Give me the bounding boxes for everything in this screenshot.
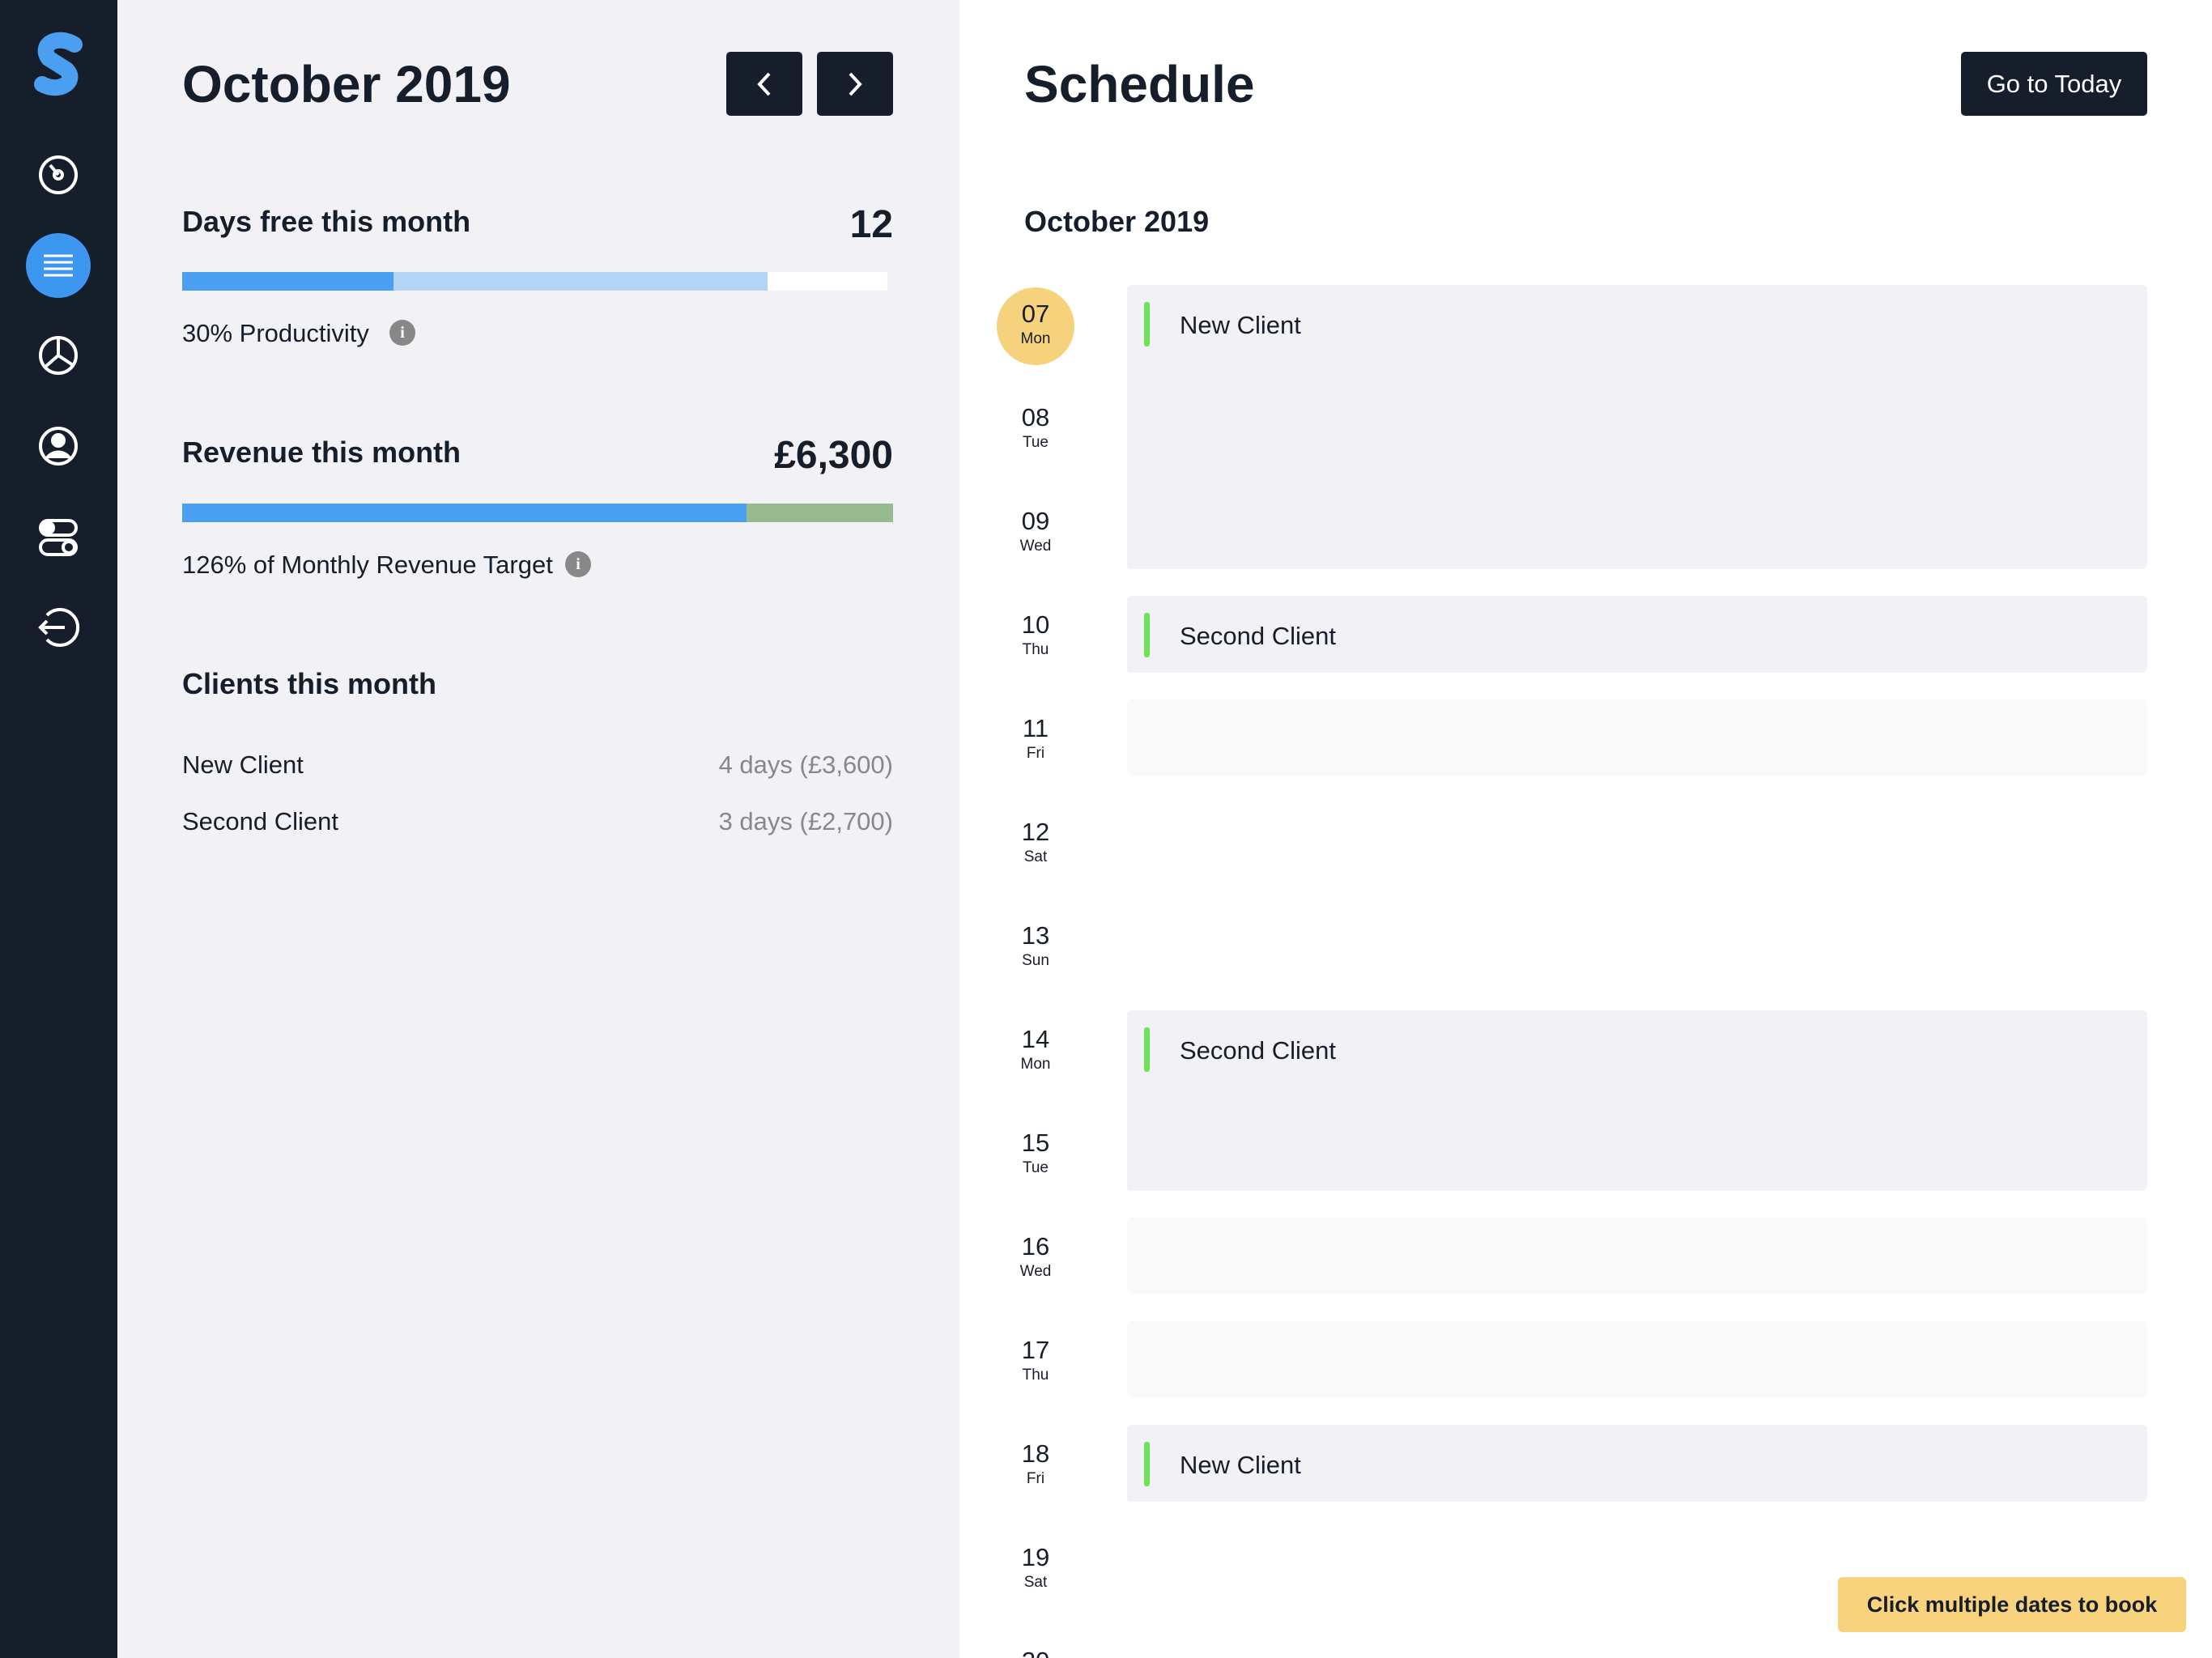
weekday: Wed bbox=[1019, 1263, 1052, 1280]
weekday: Sat bbox=[1023, 848, 1048, 865]
day-number[interactable]: 15 bbox=[1021, 1129, 1050, 1157]
empty-slot[interactable] bbox=[1127, 1321, 2147, 1398]
summary-panel: October 2019 Days free this month 12 30%… bbox=[117, 0, 959, 1658]
nav-schedule[interactable] bbox=[26, 233, 91, 298]
booking-marker bbox=[1144, 1442, 1150, 1486]
nav-settings[interactable] bbox=[39, 519, 78, 556]
day-number[interactable]: 17 bbox=[1021, 1336, 1050, 1364]
weekday: Mon bbox=[1020, 1056, 1051, 1073]
client-name: New Client bbox=[182, 750, 304, 779]
weekday: Sun bbox=[1022, 952, 1049, 969]
days-free-label: Days free this month bbox=[182, 205, 471, 238]
weekday: Tue bbox=[1022, 1159, 1049, 1176]
day-number[interactable]: 09 bbox=[1021, 507, 1050, 535]
nav-profile[interactable] bbox=[39, 427, 78, 466]
clients-title: Clients this month bbox=[182, 667, 436, 700]
client-detail: 3 days (£2,700) bbox=[718, 807, 893, 835]
client-detail: 4 days (£3,600) bbox=[718, 750, 893, 779]
booking-card[interactable]: Second Client bbox=[1127, 596, 2147, 673]
revenue-bar bbox=[182, 504, 893, 522]
go-to-today-button[interactable]: Go to Today bbox=[1961, 52, 2147, 116]
day-number[interactable]: 07 bbox=[1021, 300, 1050, 328]
bar-segment bbox=[182, 504, 747, 522]
nav-reports[interactable] bbox=[39, 336, 78, 375]
schedule-month: October 2019 bbox=[1024, 205, 1210, 238]
client-name: Second Client bbox=[182, 807, 339, 835]
bar-segment bbox=[182, 272, 394, 291]
weekday: Thu bbox=[1022, 1367, 1049, 1384]
day-number[interactable]: 12 bbox=[1021, 818, 1050, 846]
day-number[interactable]: 13 bbox=[1021, 921, 1050, 950]
booking-client: Second Client bbox=[1180, 622, 1337, 650]
schedule-title: Schedule bbox=[1024, 55, 1255, 113]
productivity-caption: 30% Productivity bbox=[182, 319, 369, 347]
booking-card[interactable]: New Client bbox=[1127, 1425, 2147, 1502]
prev-month-button[interactable] bbox=[726, 52, 802, 116]
day-number[interactable]: 19 bbox=[1021, 1543, 1050, 1571]
nav-logout[interactable] bbox=[38, 608, 80, 647]
booking-client: New Client bbox=[1180, 311, 1301, 339]
nav-dashboard[interactable] bbox=[39, 155, 78, 194]
booking-marker bbox=[1144, 1027, 1150, 1072]
info-icon[interactable]: i bbox=[565, 551, 591, 577]
day-number[interactable]: 18 bbox=[1021, 1439, 1050, 1468]
schedule-panel: Schedule Go to Today October 2019 New Cl… bbox=[959, 0, 2212, 1658]
weekday: Fri bbox=[1026, 745, 1045, 762]
weekday: Tue bbox=[1022, 434, 1049, 451]
info-icon[interactable]: i bbox=[389, 320, 415, 346]
weekday: Thu bbox=[1022, 641, 1049, 658]
day-number[interactable]: 11 bbox=[1022, 714, 1049, 742]
booking-client: Second Client bbox=[1180, 1036, 1337, 1065]
day-number[interactable]: 20 bbox=[995, 1648, 1076, 1658]
sidebar bbox=[0, 0, 117, 1658]
weekday: Sat bbox=[1023, 1574, 1048, 1591]
logo[interactable] bbox=[34, 32, 83, 96]
toast: Click multiple dates to book bbox=[1838, 1577, 2186, 1632]
booking-client: New Client bbox=[1180, 1451, 1301, 1479]
days-free-value: 12 bbox=[849, 203, 893, 246]
next-month-button[interactable] bbox=[817, 52, 893, 116]
booking-card[interactable]: New Client bbox=[1127, 285, 2147, 569]
days-free-bar bbox=[182, 272, 887, 291]
weekday: Mon bbox=[1020, 330, 1051, 347]
today-circle bbox=[997, 287, 1074, 365]
weekday: Fri bbox=[1026, 1470, 1045, 1487]
weekday: Wed bbox=[1019, 538, 1052, 555]
day-number[interactable]: 08 bbox=[1021, 403, 1050, 432]
booking-marker bbox=[1144, 302, 1150, 346]
month-title: October 2019 bbox=[182, 55, 511, 113]
booking-marker bbox=[1144, 613, 1150, 657]
booking-card[interactable]: Second Client bbox=[1127, 1010, 2147, 1191]
revenue-value: £6,300 bbox=[774, 434, 893, 477]
day-number[interactable]: 14 bbox=[1021, 1025, 1050, 1053]
bar-segment bbox=[746, 504, 893, 522]
empty-slot[interactable] bbox=[1127, 699, 2147, 776]
bar-segment bbox=[393, 272, 768, 291]
sidebar-icons bbox=[26, 32, 91, 647]
day-number[interactable]: 16 bbox=[1021, 1232, 1050, 1261]
empty-slot[interactable] bbox=[1127, 1218, 2147, 1295]
schedule-rows: New Client Second Client Second Client New … bbox=[959, 0, 2212, 1658]
revenue-caption: 126% of Monthly Revenue Target bbox=[182, 551, 553, 579]
revenue-label: Revenue this month bbox=[182, 436, 462, 469]
day-number[interactable]: 10 bbox=[1021, 610, 1050, 639]
